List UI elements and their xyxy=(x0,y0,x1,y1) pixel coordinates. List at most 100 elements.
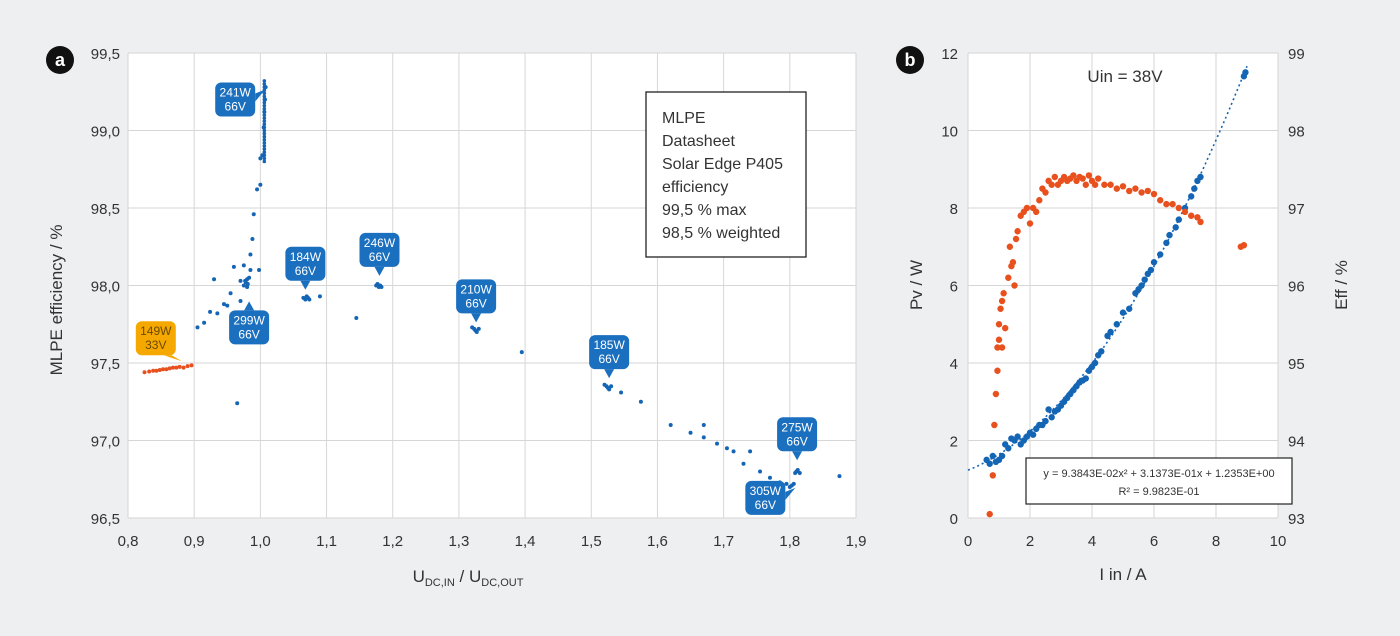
data-point xyxy=(181,365,186,370)
data-point xyxy=(262,85,267,89)
data-point xyxy=(262,141,267,145)
data-point xyxy=(998,297,1006,305)
data-point xyxy=(262,79,267,83)
data-point xyxy=(151,368,156,373)
callout-label: 184W xyxy=(290,250,322,264)
x-tick-label: 4 xyxy=(1088,533,1096,550)
callout-label: 66V xyxy=(238,327,259,341)
callout-label: 305W xyxy=(750,484,782,498)
data-point xyxy=(1009,259,1017,266)
points-b xyxy=(983,69,1249,518)
callout-box xyxy=(215,82,256,117)
data-point xyxy=(1002,324,1009,332)
callout-label: 299W xyxy=(233,313,265,327)
data-point xyxy=(257,268,262,272)
data-point xyxy=(1175,204,1183,212)
data-point xyxy=(251,212,256,217)
info-box-line: 99,5 % max xyxy=(662,202,746,219)
data-point xyxy=(474,330,479,334)
data-point xyxy=(317,294,322,299)
y-tick-label-right: 94 xyxy=(1288,434,1305,451)
data-point xyxy=(147,369,152,374)
callout-label: 66V xyxy=(786,434,807,448)
y-tick-label: 99,0 xyxy=(91,124,120,141)
data-point xyxy=(668,423,673,427)
y-tick-label: 96,5 xyxy=(91,511,120,528)
x-tick-label: 1,1 xyxy=(316,533,337,550)
data-point xyxy=(1138,282,1145,289)
data-point xyxy=(1113,185,1121,192)
x-tick-label: 1,8 xyxy=(779,533,800,550)
info-box-frame xyxy=(645,91,807,258)
data-point xyxy=(995,336,1003,343)
data-point xyxy=(1175,216,1183,223)
data-point xyxy=(1144,187,1152,195)
data-point xyxy=(1000,290,1007,297)
data-point xyxy=(164,367,169,372)
x-tick-label: 8 xyxy=(1212,533,1220,550)
data-point xyxy=(1191,185,1198,192)
data-point xyxy=(1082,181,1090,188)
data-point xyxy=(1036,197,1043,204)
data-point xyxy=(1107,328,1114,336)
data-point xyxy=(995,321,1003,328)
data-point xyxy=(1119,309,1127,316)
data-point xyxy=(791,481,796,486)
y-ticks-left-b: 0 2 4 6 8 10 12 xyxy=(941,46,958,528)
data-point xyxy=(1012,235,1020,243)
callout-tail xyxy=(244,301,255,311)
data-point xyxy=(262,116,267,120)
y-tick-label-right: 98 xyxy=(1288,124,1305,141)
data-point xyxy=(701,435,706,440)
data-point xyxy=(619,390,624,395)
y-tick-label-left: 8 xyxy=(950,201,958,218)
data-point xyxy=(189,363,194,368)
y-tick-label-right: 96 xyxy=(1288,279,1305,296)
x-ticks-b: 0 2 4 6 8 10 xyxy=(964,533,1287,550)
callout-tail xyxy=(792,451,803,461)
data-point xyxy=(731,449,736,454)
callout-label: 66V xyxy=(369,250,390,264)
y-axis-label-left-b: Pv / W xyxy=(907,260,926,310)
data-point xyxy=(989,452,996,460)
y-tick-label: 99,5 xyxy=(91,46,120,63)
data-point xyxy=(1181,208,1189,216)
y-tick-label-right: 99 xyxy=(1288,46,1305,63)
data-point xyxy=(1150,259,1158,266)
y-tick-label-right: 93 xyxy=(1288,511,1305,528)
data-point xyxy=(262,100,267,105)
data-point xyxy=(986,510,993,518)
data-point xyxy=(1107,181,1114,188)
data-point xyxy=(1126,187,1133,195)
data-point xyxy=(262,138,267,142)
data-point xyxy=(1029,431,1037,438)
data-point xyxy=(1188,193,1195,200)
callout-tail xyxy=(471,313,482,323)
y-tick-label: 97,5 xyxy=(91,356,120,373)
data-point xyxy=(797,471,802,476)
callout-box xyxy=(229,310,270,345)
data-point xyxy=(998,452,1006,460)
callout-tail xyxy=(785,487,796,500)
fit-equation-frame xyxy=(1025,457,1293,505)
fit-equation: y = 9.3843E-02x² + 3.1373E-01x + 1.2353E… xyxy=(1043,468,1274,480)
x-tick-label: 0,9 xyxy=(184,533,205,550)
data-point xyxy=(1188,212,1195,219)
info-box-line: MLPE xyxy=(662,110,706,127)
data-point xyxy=(1163,239,1170,247)
data-point xyxy=(231,264,236,269)
data-point xyxy=(476,326,481,331)
data-point xyxy=(701,423,706,427)
data-point xyxy=(795,467,800,472)
data-point xyxy=(225,303,230,308)
callout-label: 246W xyxy=(364,236,396,250)
y-tick-label-left: 12 xyxy=(941,46,958,63)
callout-tail xyxy=(300,280,311,290)
x-tick-label: 1,2 xyxy=(382,533,403,550)
callout-tail xyxy=(604,369,615,379)
callout-label: 66V xyxy=(755,498,776,512)
data-point xyxy=(174,365,179,370)
data-point xyxy=(245,285,250,290)
